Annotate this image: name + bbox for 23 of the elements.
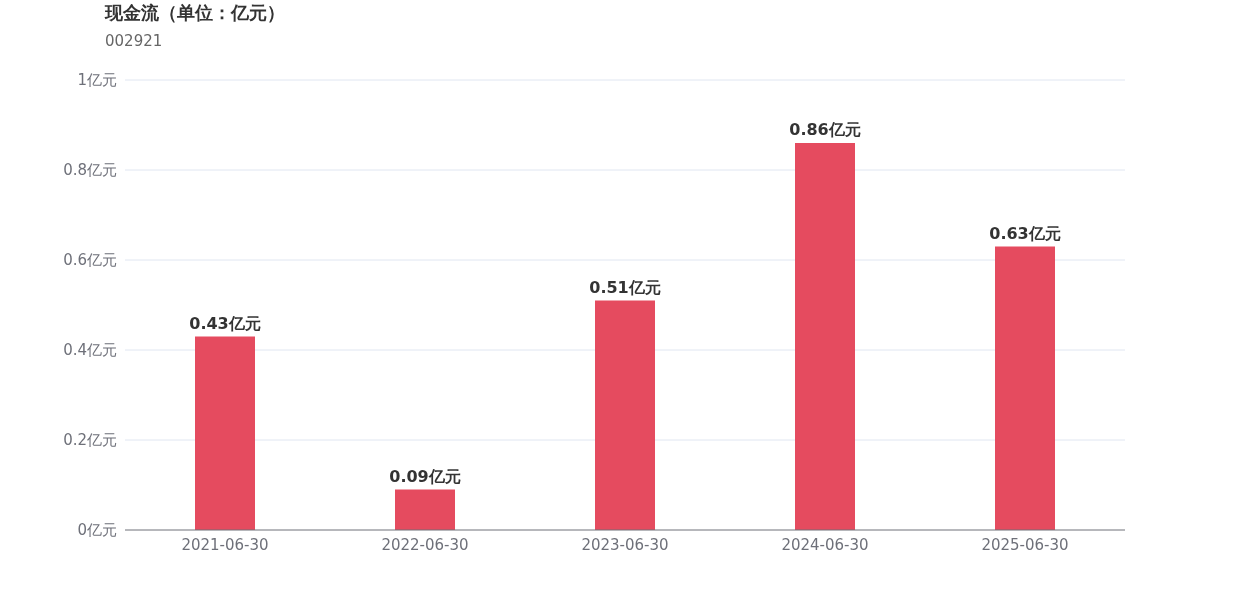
y-tick-label: 0.4亿元 [63, 341, 117, 359]
y-tick-label: 0亿元 [77, 521, 117, 539]
x-tick-label: 2022-06-30 [381, 536, 469, 554]
bar [195, 336, 255, 530]
y-tick-label: 0.6亿元 [63, 251, 117, 269]
y-tick-label: 0.2亿元 [63, 431, 117, 449]
bar [795, 143, 855, 530]
data-label: 0.63亿元 [989, 223, 1061, 243]
bar [995, 246, 1055, 530]
x-tick-label: 2025-06-30 [981, 536, 1069, 554]
x-tick-label: 2024-06-30 [781, 536, 869, 554]
x-tick-label: 2021-06-30 [181, 536, 269, 554]
data-label: 0.09亿元 [389, 466, 461, 486]
x-tick-label: 2023-06-30 [581, 536, 669, 554]
data-label: 0.86亿元 [789, 120, 861, 139]
data-label: 0.43亿元 [189, 313, 261, 333]
y-tick-label: 1亿元 [77, 71, 117, 89]
chart-title: 现金流（单位：亿元） [104, 2, 285, 23]
y-tick-label: 0.8亿元 [63, 161, 117, 179]
bar [395, 489, 455, 530]
chart-subtitle: 002921 [105, 32, 163, 50]
bar [595, 300, 655, 530]
data-label: 0.51亿元 [589, 277, 661, 297]
